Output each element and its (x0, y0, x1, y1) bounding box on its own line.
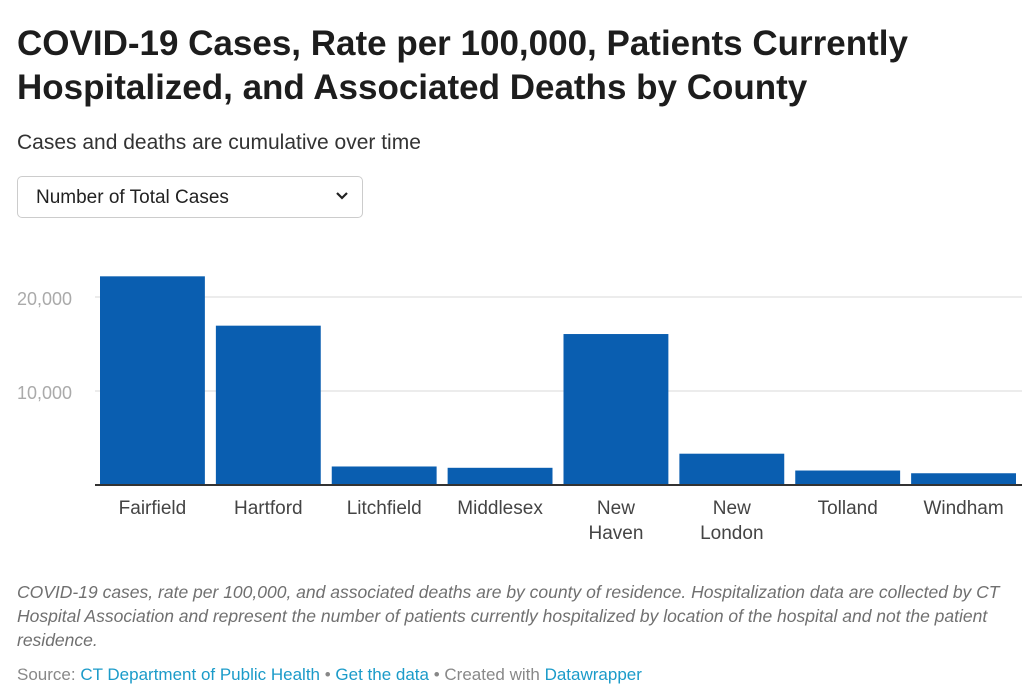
get-data-link[interactable]: Get the data (335, 665, 429, 684)
bar-new-london (679, 453, 785, 485)
dropdown-selected-value: Number of Total Cases (36, 187, 229, 208)
x-tick-label: Haven (588, 523, 643, 544)
x-tick-label: New (597, 498, 635, 519)
chart-notes: COVID-19 cases, rate per 100,000, and as… (17, 582, 1000, 650)
x-tick-label: Hartford (234, 498, 303, 519)
x-tick-label: Middlesex (457, 498, 543, 519)
x-tick-label: Windham (923, 498, 1003, 519)
created-with-label: Created with (444, 665, 540, 684)
bar-chart: 10,000 20,000 Fairfield Hartford Litchfield M… (17, 276, 1022, 544)
bar-tolland (795, 470, 901, 485)
metric-dropdown[interactable]: Number of Total Cases (17, 176, 363, 218)
y-tick-label: 10,000 (17, 383, 72, 403)
separator: • (320, 665, 336, 684)
x-tick-label: London (700, 523, 763, 544)
bar-windham (911, 473, 1016, 485)
chevron-down-icon (336, 192, 348, 200)
source-link[interactable]: CT Department of Public Health (80, 665, 321, 684)
bar-litchfield (331, 466, 437, 485)
bar-new-haven (563, 334, 669, 485)
bar-hartford (215, 325, 321, 485)
source-line: Source: CT Department of Public Health •… (17, 665, 642, 685)
x-tick-label: New (713, 498, 751, 519)
datawrapper-link[interactable]: Datawrapper (544, 665, 642, 684)
chart-subtitle: Cases and deaths are cumulative over tim… (17, 131, 421, 154)
y-tick-label: 20,000 (17, 289, 72, 309)
separator: • (429, 665, 445, 684)
x-tick-label: Fairfield (119, 498, 187, 519)
bar-middlesex (447, 467, 553, 485)
source-label: Source: (17, 665, 76, 684)
x-tick-label: Tolland (818, 498, 878, 519)
bar-fairfield (100, 276, 205, 485)
chart-title: COVID-19 Cases, Rate per 100,000, Patien… (17, 24, 908, 107)
x-tick-label: Litchfield (347, 498, 422, 519)
